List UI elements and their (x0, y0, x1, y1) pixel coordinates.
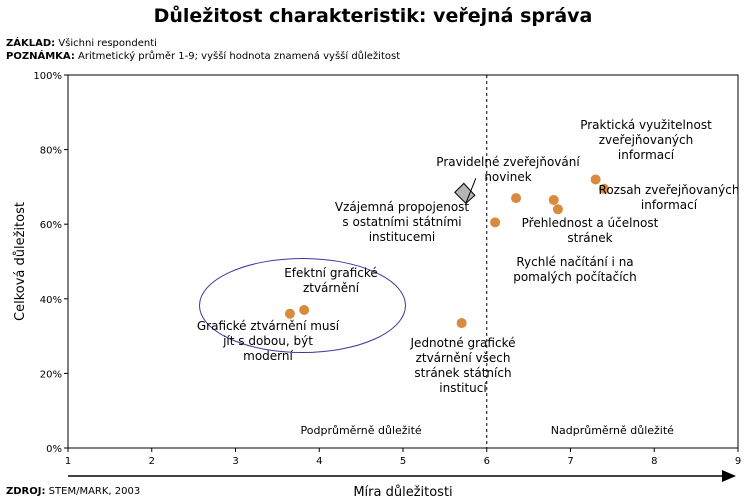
region-label-above-average: Nadprůměrně důležité (551, 424, 674, 437)
basis-label: ZÁKLAD: (6, 38, 56, 49)
y-tick-label: 0% (46, 444, 62, 455)
data-point (284, 308, 295, 319)
y-tick-label: 40% (40, 295, 62, 306)
data-point (599, 183, 609, 194)
y-tick-label: 100% (33, 71, 62, 82)
x-axis-arrowhead (722, 470, 736, 482)
highlight-ellipse (199, 258, 406, 354)
x-tick-label: 3 (232, 456, 238, 467)
annotation-line: Jednotné grafické (410, 336, 516, 350)
data-point-diamond (454, 182, 476, 205)
data-point (299, 304, 310, 315)
annotation-line: Rychlé načítání i na (516, 255, 633, 269)
annotation-line: Rozsah zveřejňovaných (599, 183, 740, 197)
note-text: Aritmetický průměr 1-9; vyšší hodnota zn… (78, 51, 401, 62)
annotation-line: zveřejňovaných (599, 133, 693, 147)
annotation-line: s ostatními státními (342, 215, 461, 229)
annotation-line: novinek (484, 170, 531, 184)
annotation-line: Praktická využitelnost (580, 118, 712, 132)
annotation-line: pomalých počítačích (513, 270, 637, 284)
x-tick-label: 5 (400, 456, 406, 467)
x-tick-label: 4 (316, 456, 322, 467)
chart-title: Důležitost charakteristik: veřejná správ… (153, 5, 593, 27)
diamond-pointer (465, 178, 477, 204)
data-point (490, 217, 501, 228)
data-point (456, 318, 467, 329)
source-text: STEM/MARK, 2003 (48, 486, 141, 497)
annotation-line: Efektní grafické (284, 266, 378, 280)
y-axis-label: Celková důležitost (13, 202, 28, 321)
note-label: POZNÁMKA: (6, 51, 75, 62)
annotation-line: informací (641, 198, 698, 212)
region-label-below-average: Podprůměrně důležité (301, 424, 422, 437)
annotation-line: ztvárnění všech (416, 351, 511, 365)
annotation-line: moderní (243, 349, 293, 363)
annotation-line: Přehlednost a účelnost (522, 216, 659, 230)
x-tick-label: 6 (484, 456, 490, 467)
x-tick-label: 7 (567, 456, 573, 467)
annotation-line: Pravidelné zveřejňování (436, 155, 580, 169)
y-tick-label: 80% (40, 146, 62, 157)
data-point (511, 193, 522, 204)
x-tick-label: 9 (735, 456, 741, 467)
data-point (552, 204, 563, 215)
annotation-line: Grafické ztvárnění musí (197, 319, 340, 333)
annotation-line: Vzájemná propojenost (335, 200, 470, 214)
x-tick-label: 2 (149, 456, 155, 467)
annotation-line: stránek státních (414, 366, 511, 380)
annotation-line: informací (618, 148, 675, 162)
y-tick-label: 60% (40, 220, 62, 231)
annotation-line: jít s dobou, být (222, 334, 313, 348)
annotation-line: stránek (567, 231, 612, 245)
source-line: ZDROJ: STEM/MARK, 2003 (6, 486, 140, 497)
data-point (548, 194, 559, 205)
annotation-line: institucemi (369, 230, 436, 244)
y-tick-label: 20% (40, 369, 62, 380)
annotation-line: institucí (439, 381, 487, 395)
x-tick-label: 8 (651, 456, 657, 467)
basis-text: Všichni respondenti (58, 38, 157, 49)
x-axis-label: Míra důležitosti (353, 485, 452, 500)
source-label: ZDROJ: (6, 486, 46, 497)
note-line: POZNÁMKA: Aritmetický průměr 1-9; vyšší … (6, 51, 400, 62)
annotation-line: ztvárnění (303, 281, 360, 295)
x-tick-label: 1 (65, 456, 71, 467)
basis-line: ZÁKLAD: Všichni respondenti (6, 38, 157, 49)
data-point (590, 174, 601, 185)
